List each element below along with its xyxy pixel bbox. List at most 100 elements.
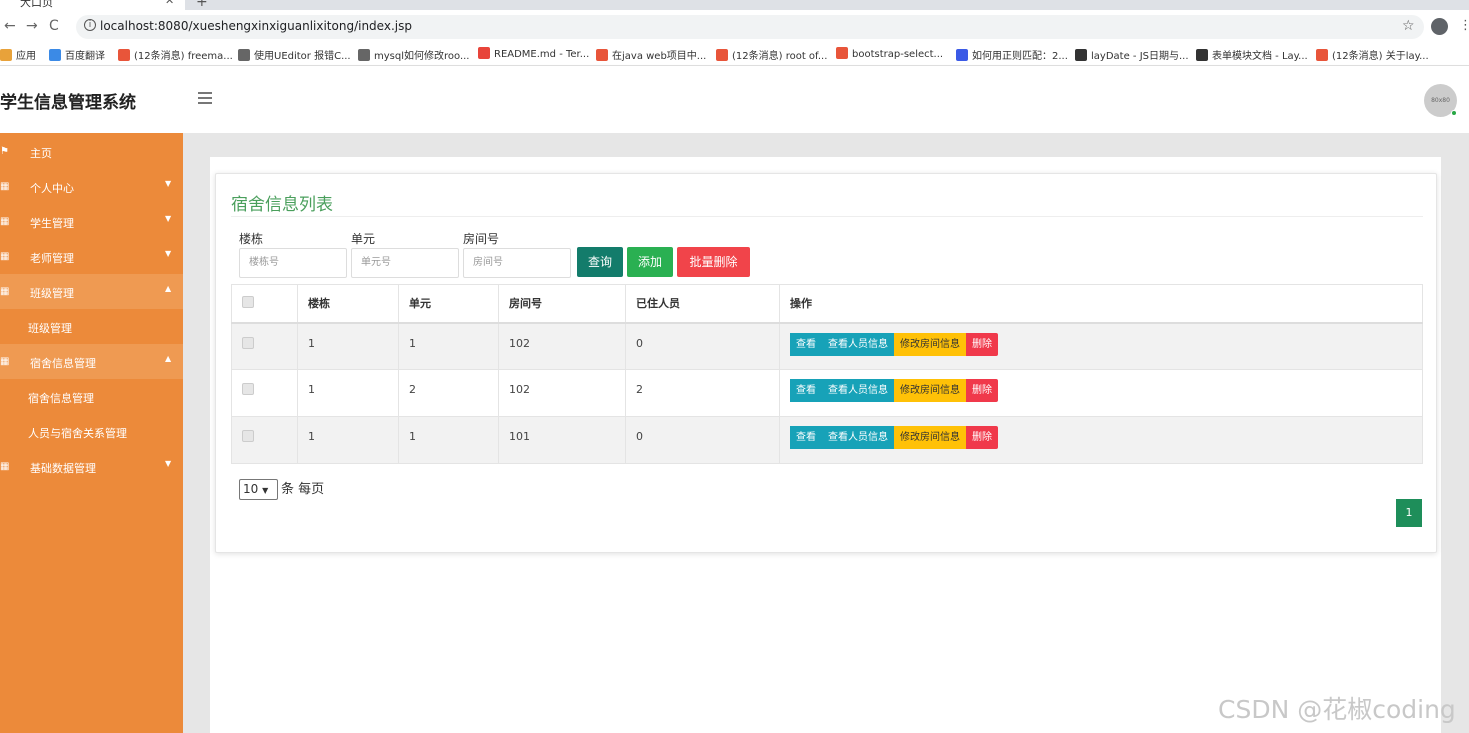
reload-icon[interactable]: C bbox=[49, 18, 59, 34]
room-input[interactable]: 房间号 bbox=[463, 248, 571, 278]
profile-icon[interactable] bbox=[1431, 18, 1448, 35]
address-bar[interactable]: i localhost:8080/xueshengxinxiguanlixito… bbox=[76, 15, 1424, 39]
sidebar-subitem[interactable]: 人员与宿舍关系管理 bbox=[0, 414, 183, 449]
edit-room-button[interactable]: 修改房间信息 bbox=[894, 332, 966, 356]
view-button[interactable]: 查看 bbox=[790, 332, 822, 356]
delete-button[interactable]: 删除 bbox=[966, 332, 998, 356]
sidebar-item-label: 宿舍信息管理 bbox=[30, 357, 96, 370]
edit-room-button[interactable]: 修改房间信息 bbox=[894, 379, 966, 402]
view-button[interactable]: 查看 bbox=[790, 379, 822, 402]
bookmark-item[interactable]: (12条消息) 关于lay... bbox=[1316, 47, 1429, 62]
row-checkbox[interactable] bbox=[242, 336, 254, 349]
delete-button[interactable]: 删除 bbox=[966, 379, 998, 402]
close-tab-icon[interactable]: ✕ bbox=[165, 0, 175, 7]
avatar[interactable]: 80x80 bbox=[1424, 84, 1457, 117]
forward-icon[interactable]: → bbox=[26, 18, 38, 34]
bookmark-item[interactable]: 表单模块文档 - Lay... bbox=[1196, 47, 1308, 62]
bookmark-item[interactable]: 使用UEditor 报错C... bbox=[238, 47, 351, 62]
sidebar-item[interactable]: ▦ 个人中心 ▼ bbox=[0, 169, 183, 204]
cell-building: 1 bbox=[297, 322, 399, 370]
bookmark-item[interactable]: (12条消息) root of... bbox=[716, 47, 827, 62]
chevron-down-icon: ▼ bbox=[262, 486, 269, 495]
page-button-current[interactable]: 1 bbox=[1396, 499, 1422, 527]
bookmark-label: (12条消息) 关于lay... bbox=[1332, 51, 1429, 62]
sidebar-item[interactable]: ▦ 宿舍信息管理 ▲ bbox=[0, 344, 183, 379]
grid-icon: ▦ bbox=[0, 251, 10, 262]
grid-icon: ▦ bbox=[0, 216, 10, 227]
batch-delete-button[interactable]: 批量删除 bbox=[677, 247, 750, 277]
cell-building: 1 bbox=[297, 416, 399, 464]
edit-room-button[interactable]: 修改房间信息 bbox=[894, 426, 966, 449]
add-button[interactable]: 添加 bbox=[627, 247, 673, 277]
bookmark-label: layDate - JS日期与... bbox=[1091, 51, 1189, 62]
query-button[interactable]: 查询 bbox=[577, 247, 623, 277]
flag-icon: ⚑ bbox=[0, 146, 9, 157]
delete-button[interactable]: 删除 bbox=[966, 426, 998, 449]
bookmark-favicon-icon bbox=[118, 49, 130, 61]
sidebar-item-label: 学生管理 bbox=[30, 217, 74, 230]
caret-up-icon: ▲ bbox=[165, 284, 172, 293]
cell-unit: 2 bbox=[398, 369, 499, 417]
bookmarks-bar: 应用 百度翻译 (12条消息) freema... 使用UEditor 报错C... m… bbox=[0, 44, 1469, 66]
bookmark-label: 应用 bbox=[16, 51, 36, 62]
column-header: 已住人员 bbox=[625, 284, 780, 324]
cell-residents: 0 bbox=[625, 416, 780, 464]
unit-label: 单元 bbox=[351, 232, 376, 246]
bookmark-favicon-icon bbox=[0, 49, 12, 61]
grid-icon: ▦ bbox=[0, 181, 10, 192]
select-all-checkbox[interactable] bbox=[242, 295, 254, 308]
column-header: 操作 bbox=[779, 284, 1423, 324]
view-people-button[interactable]: 查看人员信息 bbox=[822, 332, 894, 356]
row-checkbox[interactable] bbox=[242, 430, 254, 442]
caret-down-icon: ▼ bbox=[165, 214, 172, 223]
view-button[interactable]: 查看 bbox=[790, 426, 822, 449]
browser-menu-icon[interactable]: ⋮ bbox=[1459, 18, 1469, 33]
sidebar-item-label: 班级管理 bbox=[30, 287, 74, 300]
sidebar-subitem[interactable]: 宿舍信息管理 bbox=[0, 379, 183, 414]
sidebar-item[interactable]: ⚑ 主页 bbox=[0, 134, 183, 169]
page-size-select[interactable]: 10 ▼ bbox=[239, 479, 278, 500]
site-info-icon[interactable]: i bbox=[84, 19, 96, 31]
caret-down-icon: ▼ bbox=[165, 459, 172, 468]
watermark: CSDN @花椒coding bbox=[1218, 695, 1456, 724]
bookmark-item[interactable]: 在java web项目中... bbox=[596, 47, 706, 62]
menu-toggle-icon[interactable] bbox=[198, 92, 212, 107]
bookmark-item[interactable]: 应用 bbox=[0, 47, 36, 62]
view-people-button[interactable]: 查看人员信息 bbox=[822, 426, 894, 449]
select-all-cell bbox=[231, 284, 298, 324]
bookmark-item[interactable]: layDate - JS日期与... bbox=[1075, 47, 1189, 62]
bookmark-star-icon[interactable]: ☆ bbox=[1402, 18, 1415, 34]
new-tab-icon[interactable]: + bbox=[196, 0, 208, 10]
unit-input[interactable]: 单元号 bbox=[351, 248, 459, 278]
sidebar-item-label: 基础数据管理 bbox=[30, 462, 96, 475]
bookmark-favicon-icon bbox=[596, 49, 608, 61]
building-input[interactable]: 楼栋号 bbox=[239, 248, 347, 278]
address-url[interactable]: localhost:8080/xueshengxinxiguanlixitong… bbox=[100, 19, 412, 33]
column-header: 楼栋 bbox=[297, 284, 399, 324]
bookmark-item[interactable]: (12条消息) freema... bbox=[118, 47, 233, 62]
bookmark-item[interactable]: mysql如何修改roo... bbox=[358, 47, 469, 62]
bookmark-item[interactable]: 百度翻译 bbox=[49, 47, 105, 62]
row-checkbox[interactable] bbox=[242, 383, 254, 395]
sidebar-item[interactable]: ▦ 班级管理 ▲ bbox=[0, 274, 183, 309]
title-divider bbox=[231, 216, 1423, 217]
browser-tab[interactable]: 大口页 ✕ bbox=[0, 0, 185, 10]
back-icon[interactable]: ← bbox=[4, 18, 16, 34]
view-people-button[interactable]: 查看人员信息 bbox=[822, 379, 894, 402]
content-area: 宿舍信息列表 楼栋 楼栋号 单元 单元号 房间号 房间号 查询 添加 批量删除 … bbox=[183, 133, 1469, 733]
grid-icon: ▦ bbox=[0, 461, 10, 472]
page-size-value: 10 bbox=[243, 482, 259, 496]
bookmark-item[interactable]: bootstrap-select... bbox=[836, 47, 943, 60]
sidebar-item[interactable]: ▦ 老师管理 ▼ bbox=[0, 239, 183, 274]
dorm-list-card: 宿舍信息列表 楼栋 楼栋号 单元 单元号 房间号 房间号 查询 添加 批量删除 … bbox=[215, 173, 1437, 553]
actions-cell: 查看 查看人员信息 修改房间信息 删除 bbox=[779, 416, 1423, 464]
sidebar-item[interactable]: ▦ 基础数据管理 ▼ bbox=[0, 449, 183, 484]
cell-building: 1 bbox=[297, 369, 399, 417]
sidebar-item[interactable]: ▦ 学生管理 ▼ bbox=[0, 204, 183, 239]
bookmark-item[interactable]: 如何用正则匹配：2... bbox=[956, 47, 1068, 62]
actions-cell: 查看 查看人员信息 修改房间信息 删除 bbox=[779, 369, 1423, 417]
caret-down-icon: ▼ bbox=[165, 249, 172, 258]
bookmark-item[interactable]: README.md - Ter... bbox=[478, 47, 589, 60]
bookmark-favicon-icon bbox=[358, 49, 370, 61]
sidebar-subitem[interactable]: 班级管理 bbox=[0, 309, 183, 344]
